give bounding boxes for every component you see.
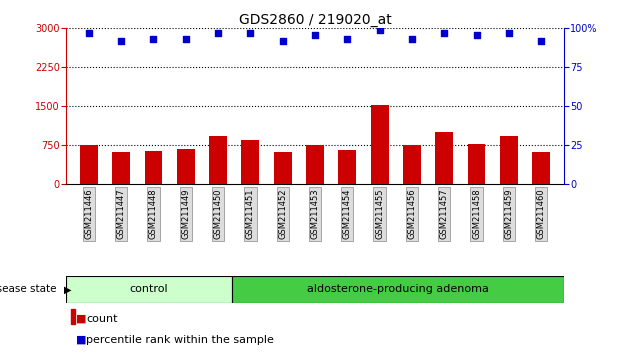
Point: [439, 30, 449, 36]
Bar: [435, 132, 453, 184]
Point: [407, 36, 417, 42]
Text: GSM211453: GSM211453: [311, 189, 319, 239]
Text: GSM211452: GSM211452: [278, 189, 287, 239]
Bar: [112, 152, 130, 184]
Text: ■: ■: [76, 314, 86, 324]
Text: GSM211456: GSM211456: [408, 189, 416, 239]
Text: GSM211457: GSM211457: [440, 189, 449, 239]
Bar: [403, 145, 421, 184]
Text: GSM211450: GSM211450: [214, 189, 222, 239]
Point: [310, 32, 320, 38]
Point: [149, 36, 159, 42]
Bar: [144, 151, 163, 184]
Point: [181, 36, 191, 42]
Bar: [209, 136, 227, 184]
Point: [213, 30, 223, 36]
Text: percentile rank within the sample: percentile rank within the sample: [86, 335, 274, 345]
Text: ■: ■: [76, 335, 86, 345]
Bar: [370, 105, 389, 184]
Bar: [232, 276, 564, 303]
Bar: [241, 141, 260, 184]
Bar: [338, 150, 356, 184]
Text: GSM211459: GSM211459: [505, 189, 513, 239]
Text: GSM211448: GSM211448: [149, 189, 158, 239]
Text: ▶: ▶: [64, 284, 72, 295]
Text: disease state: disease state: [0, 284, 60, 295]
Text: GSM211447: GSM211447: [117, 189, 125, 239]
Point: [471, 32, 481, 38]
Bar: [500, 136, 518, 184]
Bar: [177, 149, 195, 184]
Text: GSM211451: GSM211451: [246, 189, 255, 239]
Bar: [467, 144, 486, 184]
Text: GSM211458: GSM211458: [472, 189, 481, 239]
Point: [278, 38, 288, 44]
Text: GSM211460: GSM211460: [537, 189, 546, 239]
Point: [536, 38, 546, 44]
Text: GSM211454: GSM211454: [343, 189, 352, 239]
Point: [375, 27, 385, 33]
Text: count: count: [86, 314, 118, 324]
Point: [245, 30, 255, 36]
Point: [342, 36, 352, 42]
Title: GDS2860 / 219020_at: GDS2860 / 219020_at: [239, 13, 391, 27]
Bar: [80, 145, 98, 184]
Bar: [71, 309, 75, 324]
Text: aldosterone-producing adenoma: aldosterone-producing adenoma: [307, 284, 489, 295]
Text: control: control: [130, 284, 168, 295]
Bar: [306, 145, 324, 184]
Text: GSM211449: GSM211449: [181, 189, 190, 239]
Text: GSM211455: GSM211455: [375, 189, 384, 239]
Bar: [274, 152, 292, 184]
Point: [116, 38, 126, 44]
Point: [84, 30, 94, 36]
Point: [504, 30, 514, 36]
Bar: [66, 276, 232, 303]
Text: GSM211446: GSM211446: [84, 189, 93, 239]
Bar: [532, 152, 550, 184]
